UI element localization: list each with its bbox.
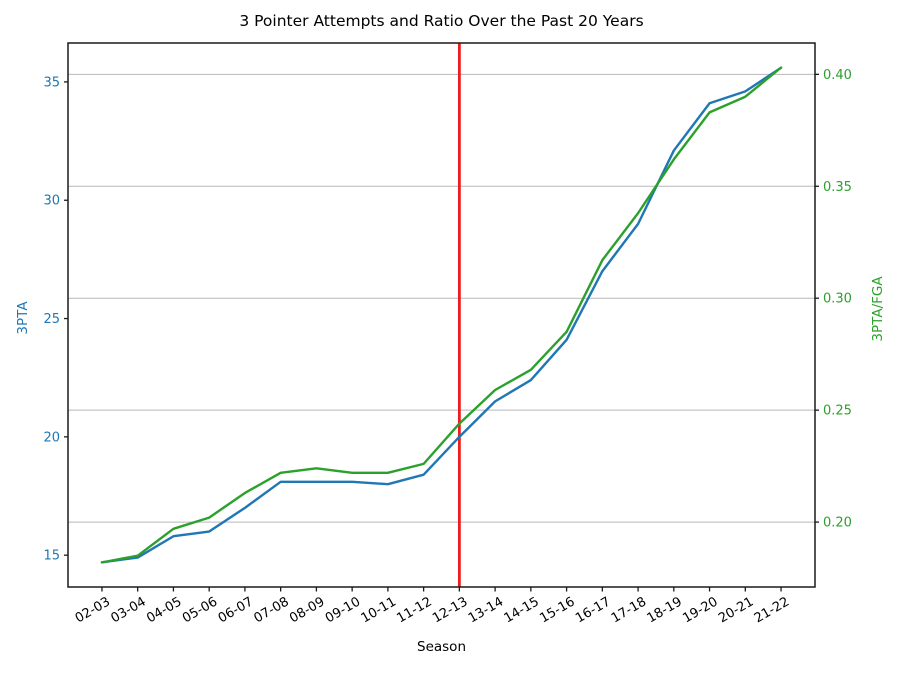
x-tick-label: 14-15 bbox=[502, 594, 542, 626]
x-tick-label: 16-17 bbox=[573, 594, 613, 626]
x-tick-label: 17-18 bbox=[609, 594, 649, 626]
x-tick-label: 18-19 bbox=[645, 594, 685, 626]
chart-title: 3 Pointer Attempts and Ratio Over the Pa… bbox=[239, 12, 644, 30]
x-tick-label: 13-14 bbox=[466, 594, 506, 626]
left-axis-label: 3PTA bbox=[15, 301, 31, 335]
left-tick-label: 25 bbox=[43, 312, 60, 327]
right-tick-label: 0.30 bbox=[823, 292, 852, 307]
axes-spines bbox=[67, 42, 816, 588]
x-axis-label: Season bbox=[417, 639, 466, 655]
x-tick-label: 15-16 bbox=[537, 594, 577, 626]
right-axis-label: 3PTA/FGA bbox=[870, 276, 886, 342]
left-tick-label: 35 bbox=[43, 75, 60, 90]
right-tick-label: 0.20 bbox=[823, 516, 852, 531]
x-tick-label: 19-20 bbox=[680, 594, 720, 626]
right-tick-label: 0.35 bbox=[823, 180, 852, 195]
left-tick-label: 30 bbox=[43, 194, 60, 209]
x-tick-label: 09-10 bbox=[323, 594, 363, 626]
x-tick-label: 04-05 bbox=[144, 594, 184, 626]
x-tick-label: 07-08 bbox=[251, 594, 291, 626]
right-tick-label: 0.40 bbox=[823, 68, 852, 83]
x-tick-label: 10-11 bbox=[359, 594, 399, 626]
x-tick-label: 03-04 bbox=[108, 594, 148, 626]
x-tick-label: 06-07 bbox=[216, 594, 256, 626]
blue-3pta-line bbox=[100, 66, 783, 564]
x-tick-label: 08-09 bbox=[287, 594, 327, 626]
left-tick-label: 15 bbox=[43, 549, 60, 564]
x-tick-label: 02-03 bbox=[73, 594, 113, 626]
left-tick-label: 20 bbox=[43, 430, 60, 445]
x-tick-label: 11-12 bbox=[394, 594, 434, 626]
green-ratio-line bbox=[100, 66, 783, 564]
x-tick-label: 12-13 bbox=[430, 594, 470, 626]
x-tick-label: 21-22 bbox=[752, 594, 792, 626]
right-tick-label: 0.25 bbox=[823, 404, 852, 419]
x-tick-label: 20-21 bbox=[716, 594, 756, 626]
x-tick-label: 05-06 bbox=[180, 594, 220, 626]
